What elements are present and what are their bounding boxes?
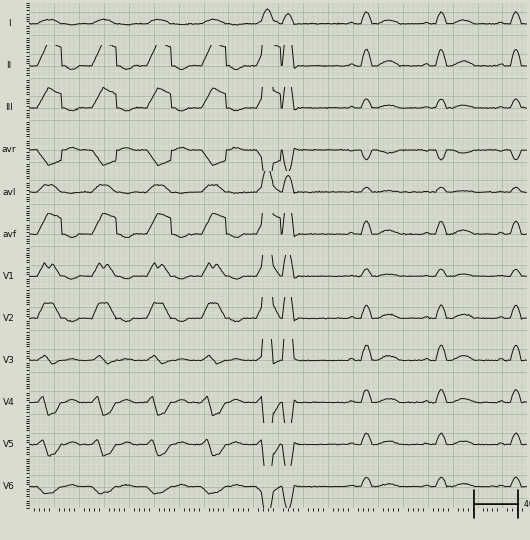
Y-axis label: V4: V4 (3, 398, 15, 407)
Y-axis label: III: III (5, 103, 13, 112)
Y-axis label: V3: V3 (3, 356, 15, 365)
Y-axis label: II: II (6, 62, 12, 70)
Y-axis label: V2: V2 (3, 314, 15, 323)
Y-axis label: V6: V6 (3, 482, 15, 491)
Y-axis label: V1: V1 (3, 272, 15, 281)
Y-axis label: avl: avl (3, 187, 16, 197)
Y-axis label: I: I (8, 19, 11, 28)
Y-axis label: avf: avf (2, 230, 16, 239)
Y-axis label: V5: V5 (3, 440, 15, 449)
Text: 400 msec: 400 msec (524, 500, 530, 509)
Y-axis label: avr: avr (2, 145, 16, 154)
